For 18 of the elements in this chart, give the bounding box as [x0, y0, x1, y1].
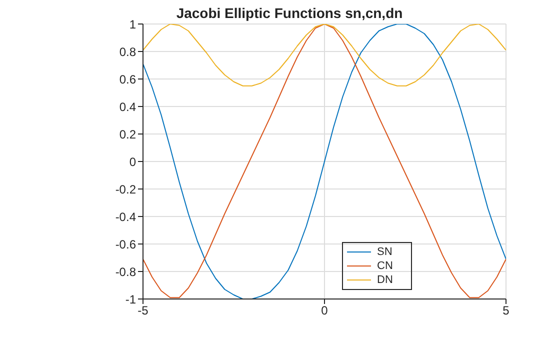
legend-label: SN [377, 246, 392, 258]
y-tick-label: -0.2 [115, 182, 136, 196]
y-tick-label: 0.6 [119, 72, 136, 86]
y-tick-label: 0.2 [119, 127, 136, 142]
y-tick-label: -0.6 [115, 237, 136, 252]
x-tick-label: 5 [502, 304, 510, 318]
y-tick-label: -1 [125, 292, 136, 306]
y-tick-label: 1 [129, 17, 136, 32]
legend-label: DN [377, 274, 393, 286]
y-tick-label: 0.4 [119, 100, 136, 114]
y-tick-label: -0.8 [115, 264, 136, 279]
y-tick-label: 0.8 [119, 44, 136, 59]
chart-title: Jacobi Elliptic Functions sn,cn,dn [176, 5, 403, 21]
y-tick-label: -0.4 [115, 210, 136, 224]
legend-label: CN [377, 260, 393, 272]
x-tick-label: 0 [321, 304, 328, 318]
x-tick-label: -5 [138, 304, 149, 318]
y-tick-label: 0 [129, 154, 136, 169]
